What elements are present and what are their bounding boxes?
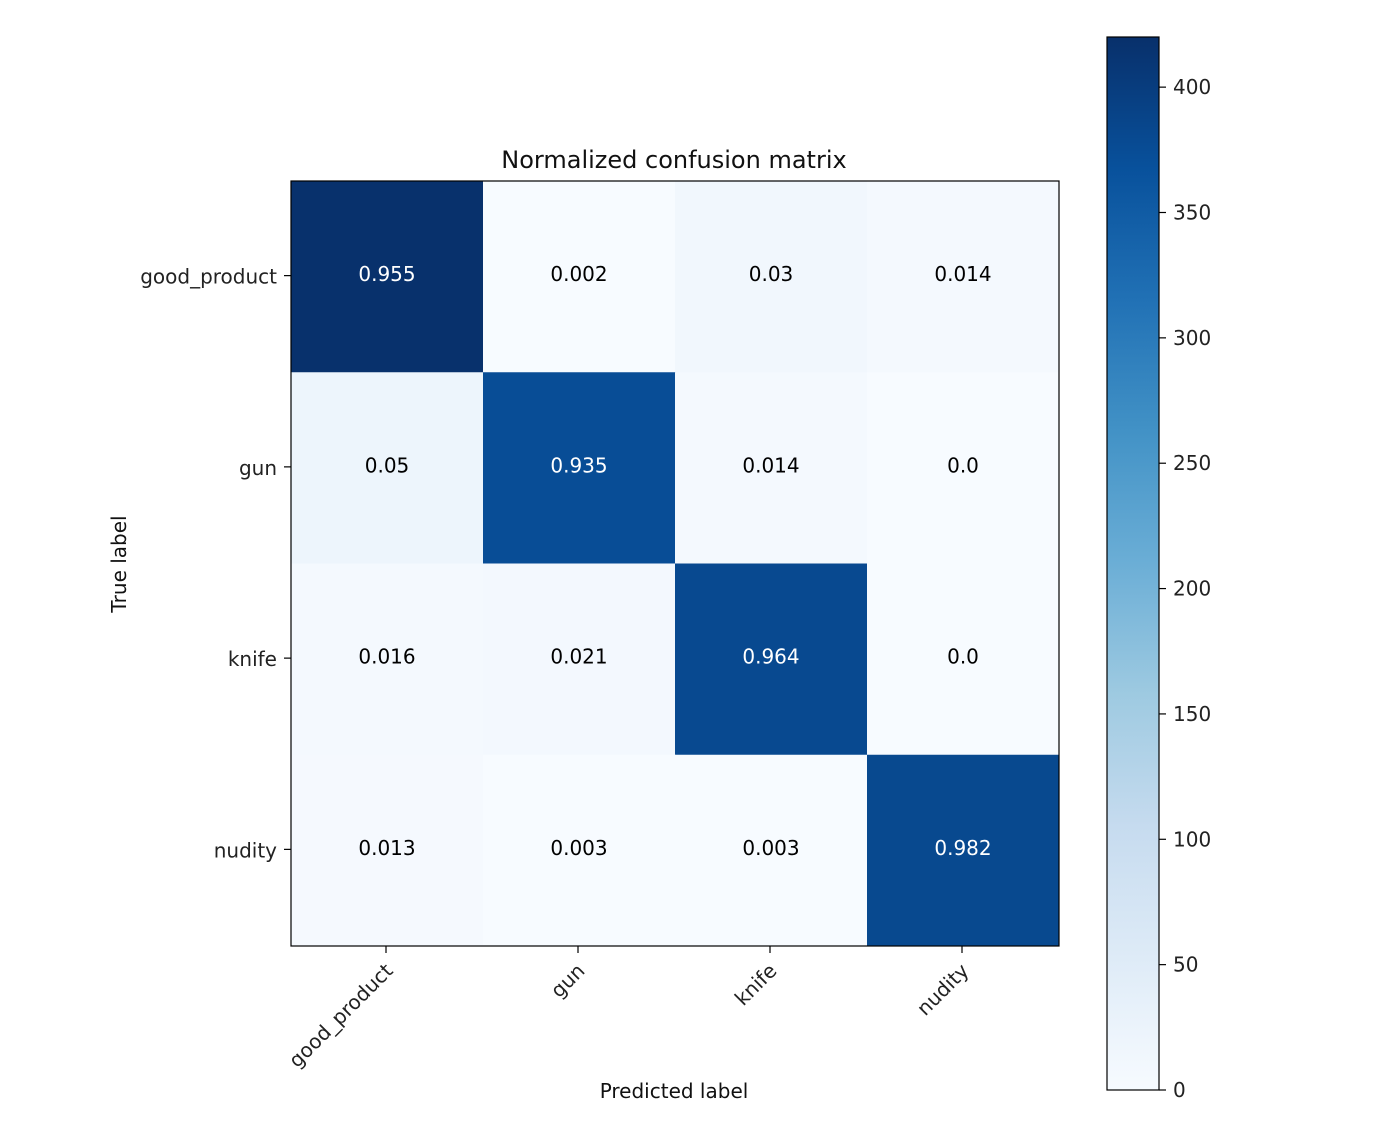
heatmap-cell [483, 754, 676, 947]
x-axis-ticks: good_product gun knife nudity [284, 946, 974, 1072]
y-tick-label: gun [239, 456, 277, 480]
heatmap-cell-value: 0.0 [947, 453, 979, 477]
heatmap-cell [675, 181, 868, 373]
heatmap-cell-value: 0.964 [742, 645, 799, 669]
heatmap-cell [291, 563, 484, 756]
heatmap-cell-value: 0.013 [358, 836, 415, 860]
heatmap-cell-value: 0.016 [358, 645, 415, 669]
y-tick-label: knife [228, 647, 277, 671]
x-tick-label: gun [546, 959, 590, 1003]
heatmap-cell [675, 754, 868, 947]
heatmap-cell-value: 0.003 [742, 836, 799, 860]
colorbar-tick-label: 0 [1173, 1078, 1186, 1102]
heatmap-cell-value: 0.021 [550, 645, 607, 669]
y-tick-label: nudity [214, 838, 277, 862]
heatmap-cells [291, 181, 1060, 947]
heatmap-cell [867, 563, 1060, 756]
colorbar-tick-label: 250 [1173, 451, 1211, 475]
heatmap-cell [483, 181, 676, 373]
colorbar-tick-label: 150 [1173, 702, 1211, 726]
heatmap-cell [675, 372, 868, 564]
colorbar [1106, 36, 1160, 1091]
heatmap-cell-value: 0.03 [749, 262, 794, 286]
y-tick-label: good_product [140, 265, 277, 289]
colorbar-tick-label: 50 [1173, 953, 1198, 977]
colorbar-tick-label: 400 [1173, 75, 1211, 99]
heatmap-cell-value: 0.0 [947, 645, 979, 669]
chart-title: Normalized confusion matrix [501, 146, 846, 174]
plot-frame [290, 180, 1060, 947]
heatmap-cell-value: 0.982 [934, 836, 991, 860]
heatmap-cell [291, 372, 484, 564]
x-axis-label: Predicted label [600, 1079, 749, 1103]
heatmap-cell [867, 372, 1060, 564]
heatmap-cell [483, 563, 676, 756]
heatmap-cell [675, 563, 868, 756]
colorbar-tick-label: 350 [1173, 201, 1211, 225]
heatmap-cell-value: 0.003 [550, 836, 607, 860]
heatmap-cell-value: 0.002 [550, 262, 607, 286]
heatmap-cell-value: 0.935 [550, 453, 607, 477]
heatmap-cell [291, 754, 484, 947]
heatmap-cell-value: 0.955 [358, 262, 415, 286]
x-tick-label: knife [730, 959, 782, 1011]
heatmap-cell [483, 372, 676, 564]
colorbar-tick-label: 100 [1173, 827, 1211, 851]
heatmap-cell-value: 0.014 [934, 262, 991, 286]
x-tick-label: good_product [284, 958, 398, 1072]
colorbar-ticks: 0 50 100 150 200 250 300 350 400 [1159, 75, 1211, 1102]
heatmap-cell-value: 0.05 [365, 453, 410, 477]
heatmap-cell-value: 0.014 [742, 453, 799, 477]
heatmap-cell [291, 181, 484, 373]
colorbar-tick-label: 300 [1173, 326, 1211, 350]
x-tick-label: nudity [912, 958, 974, 1020]
y-axis-label: True label [107, 515, 131, 613]
heatmap-cell [867, 754, 1060, 947]
heatmap-cell [867, 181, 1060, 373]
heatmap-cell-labels: 0.955 0.002 0.03 0.014 0.05 0.935 0.014 0.0 0.01… [358, 262, 991, 860]
colorbar-tick-label: 200 [1173, 577, 1211, 601]
